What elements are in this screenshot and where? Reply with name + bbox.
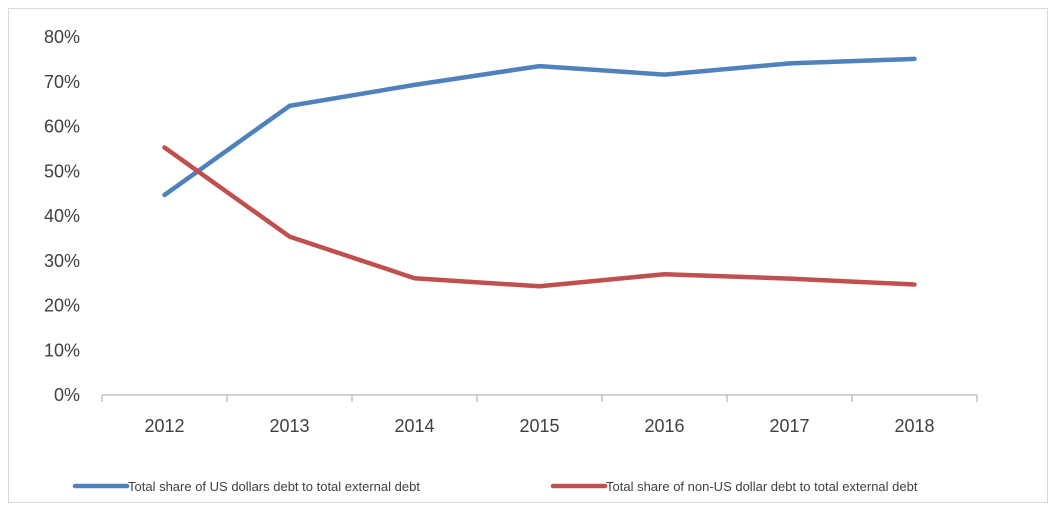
x-axis-tick-marks bbox=[101, 395, 978, 402]
x-tick-label: 2018 bbox=[894, 416, 934, 436]
x-tick-label: 2016 bbox=[644, 416, 684, 436]
y-tick-label: 40% bbox=[44, 206, 80, 226]
series-line-1 bbox=[162, 56, 917, 198]
chart-frame bbox=[8, 8, 1048, 503]
legend-label-2: Total share of non-US dollar debt to tot… bbox=[606, 479, 918, 494]
x-axis-tick-labels: 2012 2013 2014 2015 2016 2017 2018 bbox=[144, 416, 934, 436]
legend-label-1: Total share of US dollars debt to total … bbox=[128, 479, 420, 494]
y-tick-label: 0% bbox=[54, 385, 80, 405]
legend: Total share of US dollars debt to total … bbox=[72, 479, 918, 494]
y-tick-label: 30% bbox=[44, 251, 80, 271]
series-lines bbox=[162, 56, 917, 289]
x-tick-label: 2015 bbox=[519, 416, 559, 436]
y-tick-label: 70% bbox=[44, 72, 80, 92]
x-tick-label: 2014 bbox=[394, 416, 434, 436]
y-axis-tick-labels: 0% 10% 20% 30% 40% 50% 60% 70% 80% bbox=[44, 27, 80, 405]
y-tick-label: 80% bbox=[44, 27, 80, 47]
y-tick-label: 20% bbox=[44, 296, 80, 316]
x-tick-label: 2017 bbox=[769, 416, 809, 436]
series-line-2 bbox=[162, 145, 917, 289]
y-tick-label: 50% bbox=[44, 161, 80, 181]
y-tick-label: 60% bbox=[44, 117, 80, 137]
y-tick-label: 10% bbox=[44, 340, 80, 360]
x-tick-label: 2013 bbox=[269, 416, 309, 436]
x-tick-label: 2012 bbox=[144, 416, 184, 436]
